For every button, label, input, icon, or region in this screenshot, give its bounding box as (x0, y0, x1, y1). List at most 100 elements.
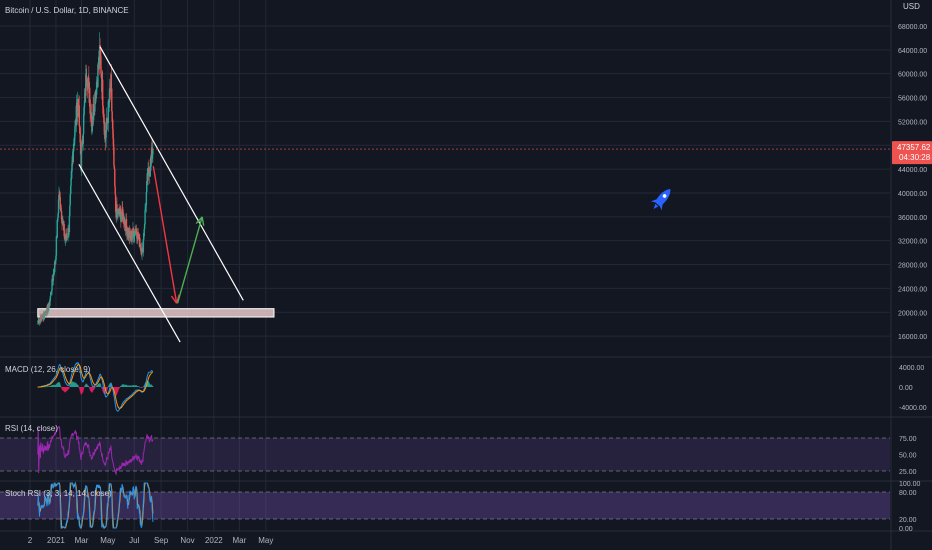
candle-body (133, 231, 135, 238)
candle-body (80, 150, 83, 171)
channel-upper-line[interactable] (99, 46, 244, 301)
countdown-timer: 04:30:28 (899, 153, 931, 162)
candle-body (98, 45, 101, 65)
candle-body (99, 47, 102, 57)
candle-body (43, 314, 45, 320)
candle-body (73, 144, 75, 147)
stoch-rsi-pane[interactable]: Stoch RSI (3, 3, 14, 14, close) (0, 481, 890, 530)
candle-body (108, 101, 110, 103)
candle-body (134, 230, 137, 234)
time-axis-label: Sep (154, 536, 169, 545)
candle-body (118, 208, 120, 214)
price-axis[interactable]: USD 68000.00 64000.00 60000.00 56000.00 5200… (898, 2, 927, 341)
candle-body (60, 209, 62, 211)
macd-histogram-bar (93, 387, 95, 390)
candle-body (113, 165, 116, 169)
candle-body (105, 118, 108, 131)
rocket-flame (653, 203, 659, 209)
macd-histogram-bar (119, 387, 121, 388)
arrow-down[interactable] (152, 166, 178, 304)
candle-body (63, 236, 66, 239)
candle-body (119, 208, 122, 212)
candle-body (93, 111, 95, 116)
time-axis[interactable]: 2 2021 Mar May Jul Sep Nov 2022 Mar May (28, 536, 274, 545)
candle-body (111, 111, 113, 122)
candle-body (141, 248, 143, 255)
candle-body (68, 232, 70, 236)
candle-body (53, 261, 56, 273)
candle-body (82, 114, 85, 134)
candle-body (55, 236, 58, 256)
candle-body (91, 124, 93, 127)
candle-body (117, 209, 119, 215)
candle-body (52, 273, 55, 281)
candle-body (139, 244, 142, 249)
candle-body (40, 317, 43, 319)
candle-body (64, 240, 67, 241)
arrow-up[interactable] (176, 216, 203, 304)
macd-histogram-bar (152, 386, 154, 387)
candle-body (149, 171, 151, 177)
macd-histogram-bar (87, 385, 89, 387)
rocket-icon[interactable] (648, 185, 675, 214)
macd-pane[interactable]: MACD (12, 26, close, 9) (5, 361, 154, 412)
candle-body (56, 218, 59, 221)
candle-body (71, 163, 73, 171)
macd-histogram-bar (60, 385, 62, 387)
candle-body (95, 82, 98, 95)
price-pane[interactable]: Bitcoin / U.S. Dollar, 1D, BINANCE (0, 6, 890, 343)
rsi-label: RSI (14, close) (5, 424, 58, 433)
candle-body (79, 127, 81, 143)
stoch-axis-label: 20.00 (899, 517, 917, 524)
candle-body (111, 121, 114, 130)
macd-axis-label: -4000.00 (899, 405, 927, 412)
rocket-fin-right (659, 202, 664, 211)
candle-body (76, 109, 78, 123)
candle-body (91, 123, 93, 125)
candle-body (105, 130, 107, 138)
time-axis-label: May (100, 536, 115, 545)
price-axis-label: 44000.00 (898, 167, 927, 174)
currency-label: USD (903, 2, 920, 11)
candle-body (143, 236, 145, 240)
candle-body (149, 170, 151, 172)
candle-body (57, 199, 60, 214)
candle-body (145, 191, 148, 205)
support-zone-rect[interactable] (37, 308, 275, 318)
channel-lower-line[interactable] (78, 164, 181, 343)
candle-body (79, 126, 81, 128)
price-axis-label: 60000.00 (898, 72, 927, 79)
candle-body (58, 194, 60, 200)
candle-body (123, 215, 125, 225)
candle-body (105, 137, 107, 141)
candle-body (97, 64, 99, 87)
candle-body (102, 113, 105, 118)
candle-body (69, 185, 72, 195)
candle-body (132, 228, 135, 232)
candle-body (62, 221, 65, 225)
price-axis-label: 40000.00 (898, 191, 927, 198)
drawings[interactable] (78, 46, 244, 343)
rsi-axis-label: 75.00 (899, 436, 917, 443)
time-axis-label: May (258, 536, 273, 545)
candles (37, 32, 154, 326)
rsi-pane[interactable]: RSI (14, close) (0, 424, 890, 476)
support-zone[interactable] (37, 308, 275, 318)
candle-body (131, 237, 133, 241)
candle-body (116, 204, 118, 212)
indicator-axes: 4000.00 0.00 -4000.00 75.00 50.00 25.00 100.00… (899, 365, 927, 533)
macd-histogram-bar (119, 386, 121, 388)
candle-body (70, 177, 72, 186)
candle-body (103, 117, 105, 122)
price-axis-label: 24000.00 (898, 286, 927, 293)
macd-histogram-bar (68, 387, 70, 389)
candle-body (131, 235, 134, 238)
candle-body (37, 320, 40, 324)
candle-body (108, 102, 110, 103)
candle-body (59, 197, 61, 210)
candle-body (49, 300, 51, 306)
candle-body (86, 79, 88, 83)
macd-histogram-bar (77, 384, 79, 387)
candle-body (88, 77, 90, 82)
